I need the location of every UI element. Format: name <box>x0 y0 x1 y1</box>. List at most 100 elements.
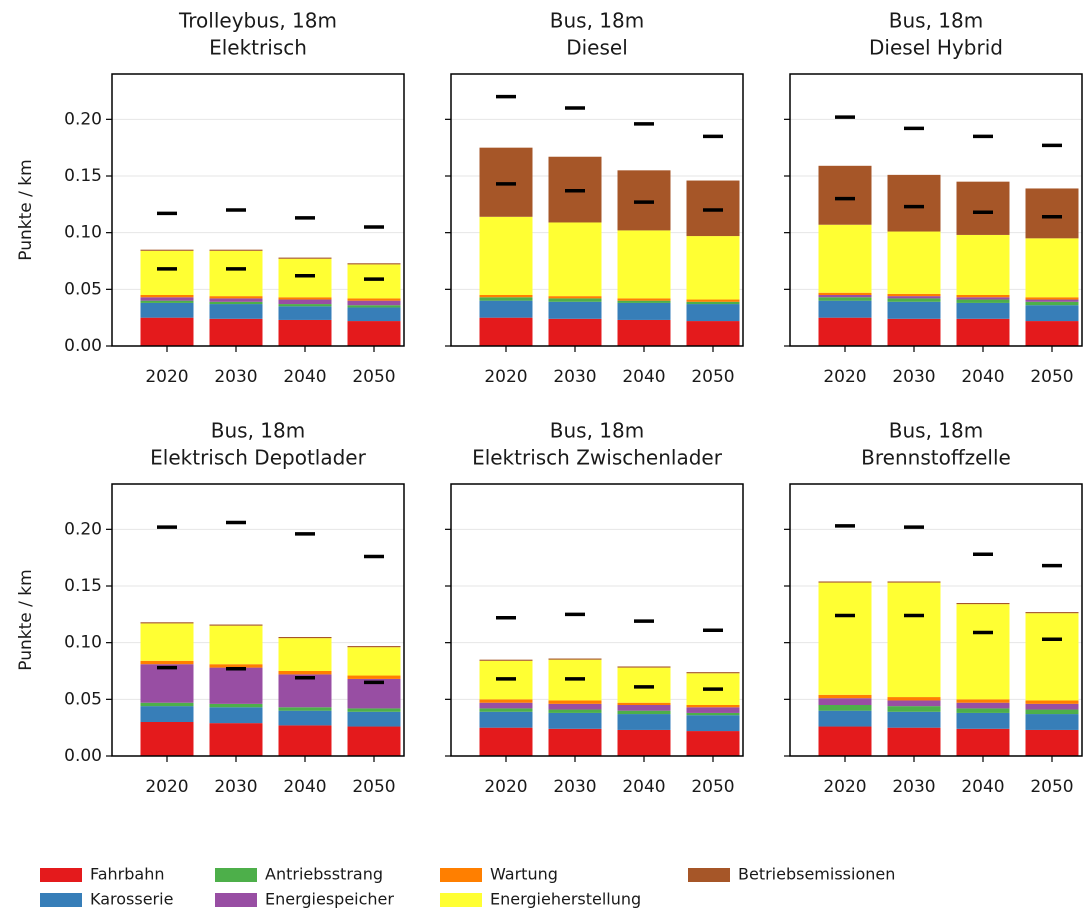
bar-segment <box>278 710 332 726</box>
bar-segment <box>548 728 602 756</box>
legend-swatch <box>440 893 482 907</box>
x-tick-label: 2020 <box>823 777 866 797</box>
legend-label: Betriebsemissionen <box>738 865 895 884</box>
bar-segment <box>278 306 332 320</box>
bar-segment <box>278 304 332 307</box>
bar-segment <box>887 582 941 698</box>
bar-segment <box>140 297 194 301</box>
bar-segment <box>1025 729 1079 756</box>
legend-label: Energieherstellung <box>490 890 641 909</box>
bar-segment <box>548 296 602 299</box>
bar-segment <box>887 711 941 728</box>
bar-segment <box>1025 700 1079 704</box>
bar-segment <box>887 301 941 319</box>
bar-segment <box>548 712 602 729</box>
bar-segment <box>686 672 740 674</box>
y-tick-label: 0.05 <box>64 689 102 709</box>
y-tick-label: 0.05 <box>64 279 102 299</box>
bar-segment <box>347 675 401 679</box>
bar-segment <box>209 625 263 665</box>
bar-segment <box>278 319 332 346</box>
chart-title: Diesel <box>566 36 628 60</box>
x-tick-label: 2020 <box>484 777 527 797</box>
x-tick-label: 2030 <box>892 777 935 797</box>
bar-segment <box>617 729 671 756</box>
bar-segment <box>140 250 194 295</box>
bar-segment <box>617 714 671 730</box>
bar-segment <box>479 659 533 661</box>
y-tick-label: 0.15 <box>64 576 102 596</box>
legend-swatch <box>215 868 257 882</box>
bar-segment <box>140 317 194 346</box>
bar-segment <box>209 703 263 708</box>
bar-segment <box>956 234 1010 295</box>
x-tick-label: 2030 <box>553 367 596 387</box>
bar-segment <box>818 224 872 293</box>
bar-segment <box>818 698 872 705</box>
bar-segment <box>686 236 740 300</box>
bar-segment <box>347 708 401 712</box>
bar-segment <box>956 299 1010 303</box>
bar-segment <box>548 318 602 346</box>
bar-segment <box>686 321 740 346</box>
bar-segment <box>1025 297 1079 300</box>
x-tick-label: 2040 <box>622 367 665 387</box>
bar-segment <box>1025 305 1079 322</box>
bar-segment <box>887 298 941 302</box>
x-tick-label: 2050 <box>1030 367 1073 387</box>
bar-segment <box>887 581 941 583</box>
bar-segment <box>1025 321 1079 346</box>
legend-swatch <box>215 893 257 907</box>
bar-segment <box>617 298 671 301</box>
legend-item: Energieherstellung <box>440 890 641 909</box>
bar-segment <box>1025 613 1079 701</box>
bar-segment <box>278 671 332 675</box>
bar-segment <box>209 249 263 251</box>
bar-segment <box>818 317 872 346</box>
bar-segment <box>278 257 332 259</box>
bar-segment <box>347 321 401 346</box>
bar-segment <box>278 674 332 708</box>
legend-item: Fahrbahn <box>40 865 165 884</box>
bar-segment <box>1025 612 1079 614</box>
x-tick-label: 2030 <box>214 777 257 797</box>
plot-frame <box>789 73 1083 347</box>
chart-title: Diesel Hybrid <box>869 36 1003 60</box>
bar-segment <box>209 296 263 299</box>
bar-segment <box>956 708 1010 713</box>
bar-segment <box>209 723 263 756</box>
bar-segment <box>956 702 1010 709</box>
bar-segment <box>818 710 872 727</box>
bar-segment <box>548 703 602 710</box>
bar-segment <box>347 711 401 727</box>
bar-segment <box>140 660 194 665</box>
bar-segment <box>209 304 263 319</box>
x-tick-label: 2040 <box>961 367 1004 387</box>
y-axis-label: Punkte / km <box>16 569 36 670</box>
bar-segment <box>818 726 872 756</box>
bar-segment <box>818 300 872 318</box>
bar-segment <box>140 702 194 707</box>
x-tick-label: 2030 <box>892 367 935 387</box>
bar-segment <box>347 300 401 306</box>
bar-segment <box>1025 714 1079 730</box>
bar-segment <box>278 725 332 756</box>
legend-swatch <box>440 868 482 882</box>
bar-segment <box>140 664 194 703</box>
legend-label: Wartung <box>490 865 558 884</box>
legend-label: Fahrbahn <box>90 865 165 884</box>
bar-segment <box>818 581 872 583</box>
bar-segment <box>818 694 872 699</box>
bar-segment <box>686 707 740 713</box>
bar-segment <box>887 318 941 346</box>
bar-segment <box>548 700 602 704</box>
plot-frame <box>111 483 405 757</box>
bar-segment <box>278 258 332 298</box>
legend-swatch <box>688 868 730 882</box>
bar-segment <box>479 711 533 728</box>
bar-segment <box>479 216 533 295</box>
chart-title: Elektrisch Zwischenlader <box>472 446 723 470</box>
bar-segment <box>617 705 671 711</box>
bar-segment <box>686 712 740 716</box>
bar-segment <box>140 249 194 251</box>
